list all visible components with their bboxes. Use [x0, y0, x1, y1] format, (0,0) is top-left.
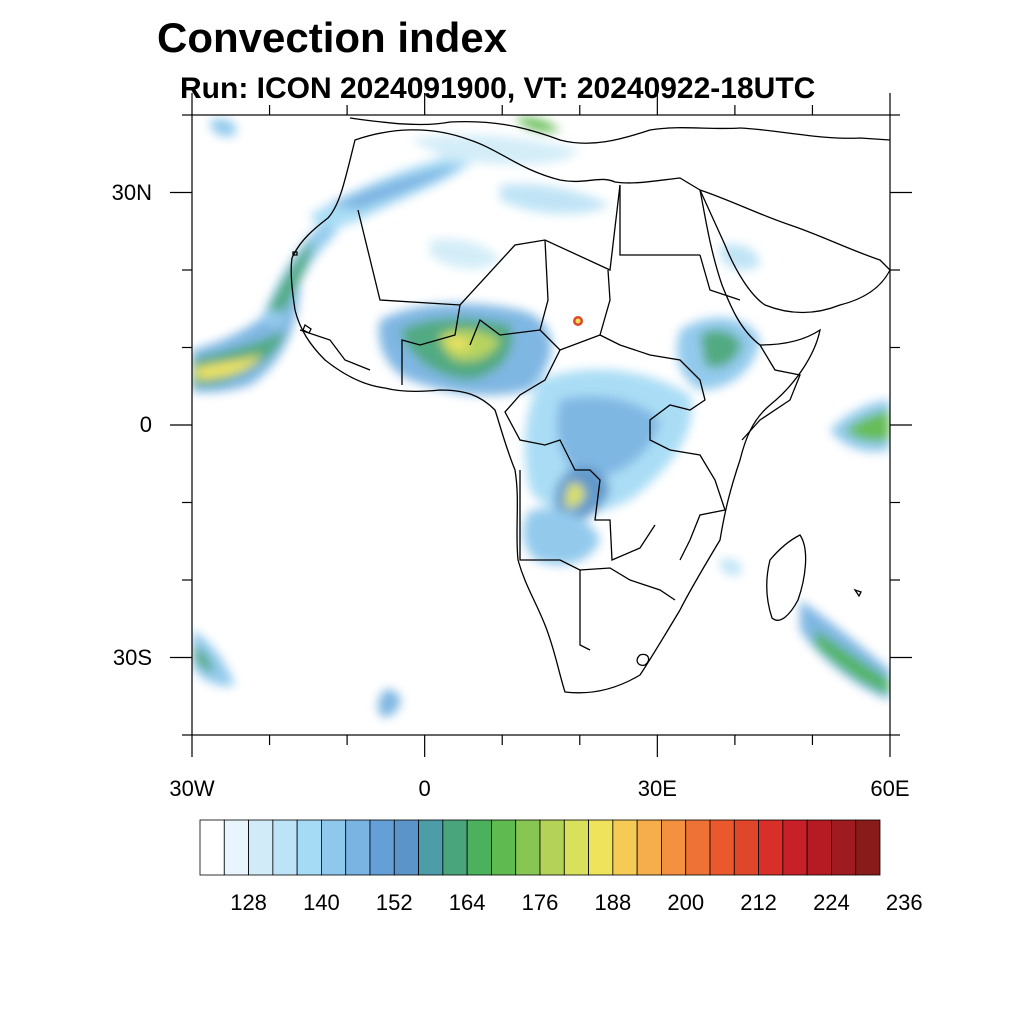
colorbar-swatch: [345, 819, 371, 876]
chart-title: Convection index: [157, 14, 508, 61]
colorbar-swatch: [248, 819, 274, 876]
colorbar-swatch: [466, 819, 492, 876]
colorbar-swatch: [563, 819, 589, 876]
colorbar-swatch: [369, 819, 395, 876]
colorbar-swatch: [661, 819, 687, 876]
colorbar-swatch: [831, 819, 857, 876]
colorbar-tick-label: 224: [813, 890, 850, 915]
colorbar-swatch: [709, 819, 735, 876]
colorbar-swatch: [515, 819, 541, 876]
colorbar-swatch: [418, 819, 444, 876]
sudan-spot: [573, 316, 583, 326]
lat-tick-label: 0: [139, 412, 152, 437]
chart-subtitle: Run: ICON 2024091900, VT: 20240922-18UTC: [180, 72, 816, 105]
lon-tick-label: 60E: [870, 776, 910, 801]
colorbar-swatch: [806, 819, 832, 876]
colorbar-tick-label: 176: [521, 890, 559, 915]
colorbar-swatch: [442, 819, 468, 876]
colorbar-tick-label: 236: [885, 890, 923, 915]
axis-ticks: [170, 93, 912, 757]
colorbar-swatch: [539, 819, 565, 876]
colorbar-swatch: [782, 819, 808, 876]
colorbar-swatch: [636, 819, 662, 876]
colorbar-swatch: [588, 819, 614, 876]
colorbar-swatch: [855, 819, 881, 876]
colorbar-swatch: [685, 819, 711, 876]
lat-tick-label: 30S: [112, 644, 152, 670]
colorbar-tick-label: 128: [230, 890, 267, 915]
colorbar-tick-label: 200: [667, 890, 705, 915]
colorbar-swatch: [296, 819, 322, 876]
colorbar-swatch: [272, 819, 298, 876]
colorbar-swatch: [393, 819, 419, 876]
lon-tick-label: 30W: [169, 776, 215, 801]
colorbar-tick-label: 188: [594, 890, 632, 915]
colorbar-swatch: [199, 819, 225, 876]
colorbar-tick-label: 152: [375, 890, 413, 915]
colorbar: [199, 819, 881, 876]
colorbar-swatch: [321, 819, 347, 876]
colorbar-swatch: [223, 819, 249, 876]
colorbar-swatch: [612, 819, 638, 876]
convection-field: [192, 117, 890, 717]
colorbar-tick-label: 140: [303, 890, 340, 915]
coastlines: [290, 117, 890, 694]
lat-tick-label: 30N: [111, 179, 152, 205]
colorbar-swatch: [758, 819, 784, 876]
colorbar-tick-label: 212: [740, 890, 777, 915]
colorbar-tick-label: 164: [448, 890, 486, 915]
colorbar-swatch: [733, 819, 759, 876]
lon-tick-label: 0: [418, 776, 431, 801]
lon-tick-label: 30E: [637, 776, 677, 801]
colorbar-swatch: [491, 819, 517, 876]
